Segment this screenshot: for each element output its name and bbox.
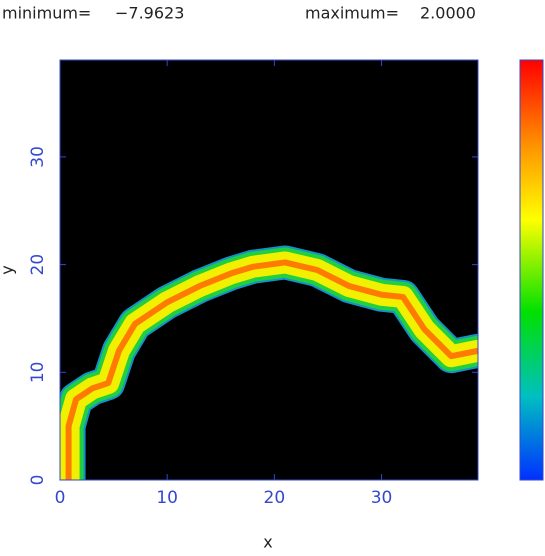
- x-tick-label: 20: [264, 488, 286, 508]
- min-value: −7.9623: [115, 4, 184, 23]
- x-tick-label: 0: [55, 488, 66, 508]
- x-tick-label: 10: [156, 488, 178, 508]
- band-layer: [60, 245, 478, 480]
- colorbar: [519, 59, 544, 481]
- max-label: maximum=: [305, 4, 399, 23]
- y-tick-label: 20: [28, 254, 48, 276]
- x-axis-label: x: [263, 533, 272, 552]
- y-axis-label: y: [0, 265, 17, 274]
- x-tick-label: 30: [371, 488, 393, 508]
- band-stroke: [65, 259, 478, 480]
- max-value: 2.0000: [420, 4, 476, 23]
- y-tick-label: 30: [28, 146, 48, 168]
- min-label: minimum=: [2, 4, 91, 23]
- y-tick-label: 10: [28, 361, 48, 383]
- plot-frame: [59, 59, 479, 481]
- y-tick-label: 0: [28, 475, 48, 486]
